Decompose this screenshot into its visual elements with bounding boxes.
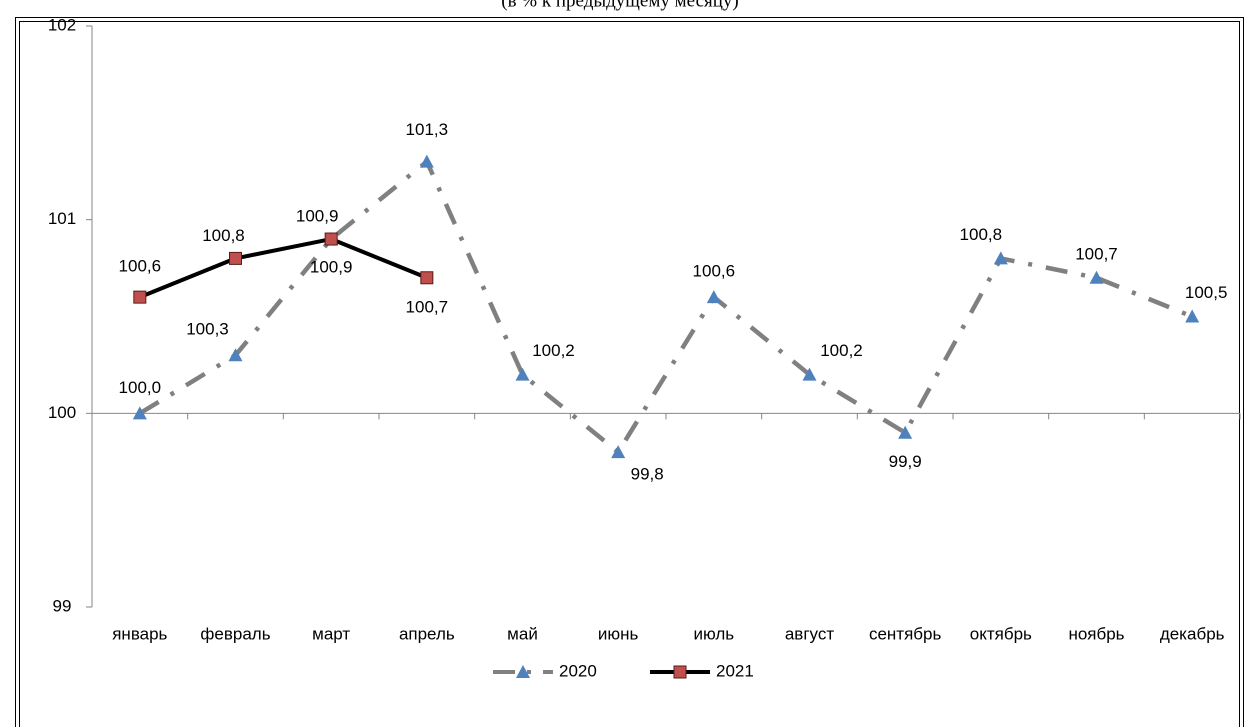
data-label: 100,7: [1075, 244, 1118, 263]
x-tick-label: январь: [112, 624, 167, 643]
data-label: 100,8: [960, 225, 1003, 244]
chart-subtitle: (в % к предыдущему месяцу): [501, 0, 739, 11]
marker: [673, 665, 687, 679]
marker: [419, 154, 434, 168]
data-label: 99,8: [631, 465, 664, 484]
legend-label: 2021: [716, 661, 754, 680]
y-tick-label: 99: [53, 596, 72, 615]
data-label: 100,2: [820, 341, 863, 360]
marker: [132, 406, 147, 420]
x-tick-label: февраль: [200, 624, 270, 643]
y-tick-label: 101: [48, 209, 76, 228]
marker: [802, 367, 817, 381]
marker: [229, 251, 242, 265]
y-tick-label: 100: [48, 403, 76, 422]
legend-label: 2020: [559, 661, 597, 680]
data-label: 100,6: [119, 257, 162, 276]
x-tick-label: октябрь: [970, 624, 1032, 643]
marker: [516, 665, 530, 678]
data-label: 101,3: [406, 120, 449, 139]
data-label: 100,9: [296, 207, 339, 226]
marker: [1089, 270, 1104, 284]
data-label: 100,0: [119, 378, 162, 397]
data-label: 100,8: [202, 226, 245, 245]
marker: [228, 348, 243, 362]
data-label: 100,5: [1185, 283, 1228, 302]
data-label: 100,3: [186, 320, 229, 339]
marker: [133, 290, 147, 304]
frame-inner: [19, 21, 1240, 727]
marker: [1185, 309, 1200, 323]
marker: [611, 445, 626, 459]
data-label: 100,9: [310, 258, 353, 277]
marker: [420, 271, 434, 285]
x-tick-label: декабрь: [1160, 624, 1225, 643]
x-tick-label: апрель: [399, 624, 455, 643]
data-label: 99,9: [889, 452, 922, 471]
marker: [515, 367, 530, 381]
x-tick-label: июнь: [598, 624, 639, 643]
marker: [898, 425, 913, 439]
marker: [324, 232, 338, 246]
x-tick-label: сентябрь: [869, 624, 942, 643]
y-tick-label: 102: [48, 15, 76, 34]
series-line: [139, 237, 428, 299]
frame-outer: [15, 17, 1244, 727]
marker: [706, 290, 721, 304]
marker: [993, 251, 1008, 265]
data-label: 100,6: [693, 262, 736, 281]
data-label: 100,7: [406, 297, 449, 316]
x-tick-label: август: [785, 624, 834, 643]
x-tick-label: март: [312, 624, 350, 643]
series-line: [138, 159, 1194, 455]
data-label: 100,2: [532, 341, 575, 360]
x-tick-label: май: [507, 624, 538, 643]
x-tick-label: ноябрь: [1068, 624, 1124, 643]
x-tick-label: июль: [694, 624, 735, 643]
